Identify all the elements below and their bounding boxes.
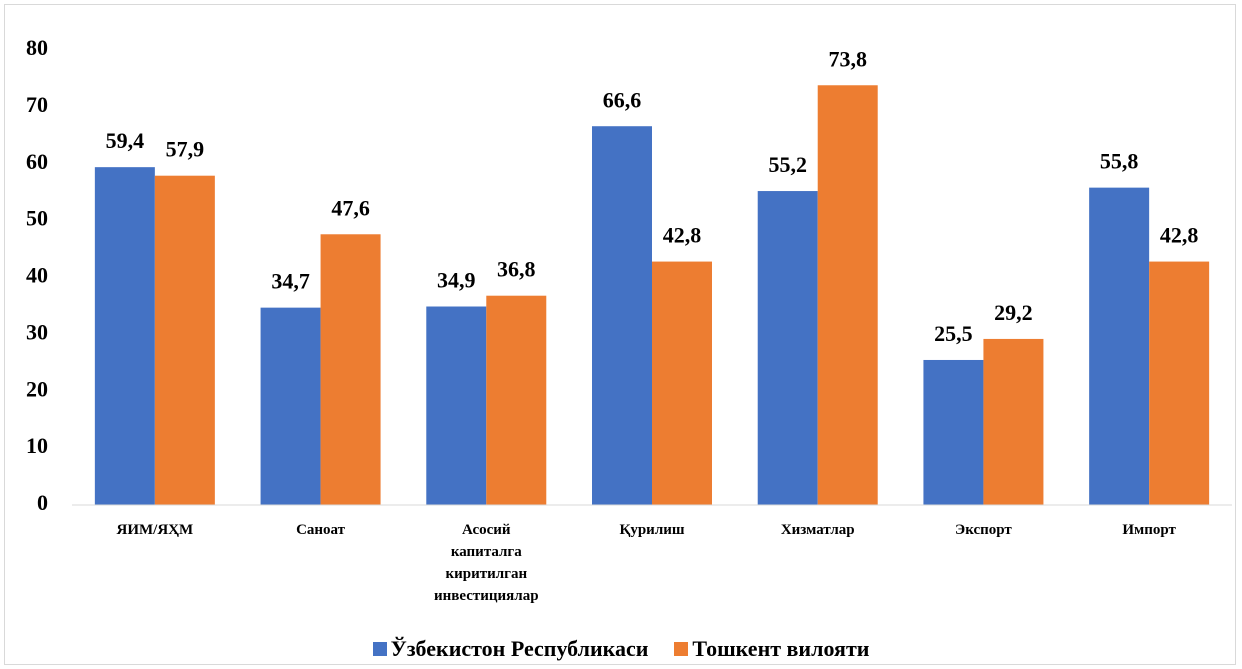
bar <box>260 307 321 505</box>
y-tick-label: 10 <box>26 433 48 458</box>
data-label: 73,8 <box>828 46 867 71</box>
x-tick-label: Қурилиш <box>619 522 685 538</box>
x-tick-label: Саноат <box>296 522 346 538</box>
data-label: 47,6 <box>331 195 370 220</box>
data-label: 42,8 <box>663 223 702 248</box>
bar <box>652 261 712 505</box>
bar <box>154 175 215 505</box>
x-tick-label: Асосий капиталга киритилган инвестицияла… <box>434 522 539 604</box>
y-tick-label: 20 <box>26 376 48 401</box>
chart-border <box>4 4 1236 665</box>
y-tick-label: 0 <box>37 490 48 515</box>
bar <box>983 338 1044 505</box>
bar <box>757 191 818 506</box>
data-label: 66,6 <box>603 87 642 112</box>
bar <box>817 85 878 505</box>
bar <box>1089 187 1150 505</box>
x-tick-label: Экспорт <box>955 522 1012 538</box>
data-label: 29,2 <box>994 300 1033 325</box>
legend-label: Тошкент вилояти <box>692 636 870 661</box>
data-label: 42,8 <box>1160 223 1199 248</box>
data-label: 34,9 <box>437 268 476 293</box>
data-label: 55,8 <box>1100 149 1139 174</box>
data-label: 25,5 <box>934 321 973 346</box>
legend-item: Тошкент вилояти <box>674 636 869 662</box>
y-tick-label: 30 <box>26 319 48 344</box>
data-label: 57,9 <box>166 137 205 162</box>
data-label: 59,4 <box>106 128 145 153</box>
bar <box>1149 261 1210 505</box>
y-tick-label: 60 <box>26 149 48 174</box>
legend: Ўзбекистон Республикаси Тошкент вилояти <box>0 636 1242 662</box>
legend-swatch <box>674 642 689 656</box>
y-tick-label: 80 <box>26 35 48 60</box>
legend-label: Ўзбекистон Республикаси <box>390 636 649 661</box>
x-tick-label: ЯИМ/ЯҲМ <box>116 522 194 538</box>
bar <box>320 234 381 505</box>
data-label: 36,8 <box>497 257 536 282</box>
bar <box>94 167 155 505</box>
legend-item: Ўзбекистон Республикаси <box>372 636 649 662</box>
legend-swatch <box>372 642 387 656</box>
bar <box>592 126 652 506</box>
y-tick-label: 70 <box>26 92 48 117</box>
x-tick-label: Импорт <box>1122 522 1176 538</box>
data-label: 34,7 <box>271 269 310 294</box>
y-tick-label: 40 <box>26 263 48 288</box>
data-label: 55,2 <box>768 152 807 177</box>
bar <box>923 359 984 505</box>
x-tick-label: Хизматлар <box>780 522 855 538</box>
bar <box>486 295 547 505</box>
bar <box>426 306 487 505</box>
y-tick-label: 50 <box>26 206 48 231</box>
